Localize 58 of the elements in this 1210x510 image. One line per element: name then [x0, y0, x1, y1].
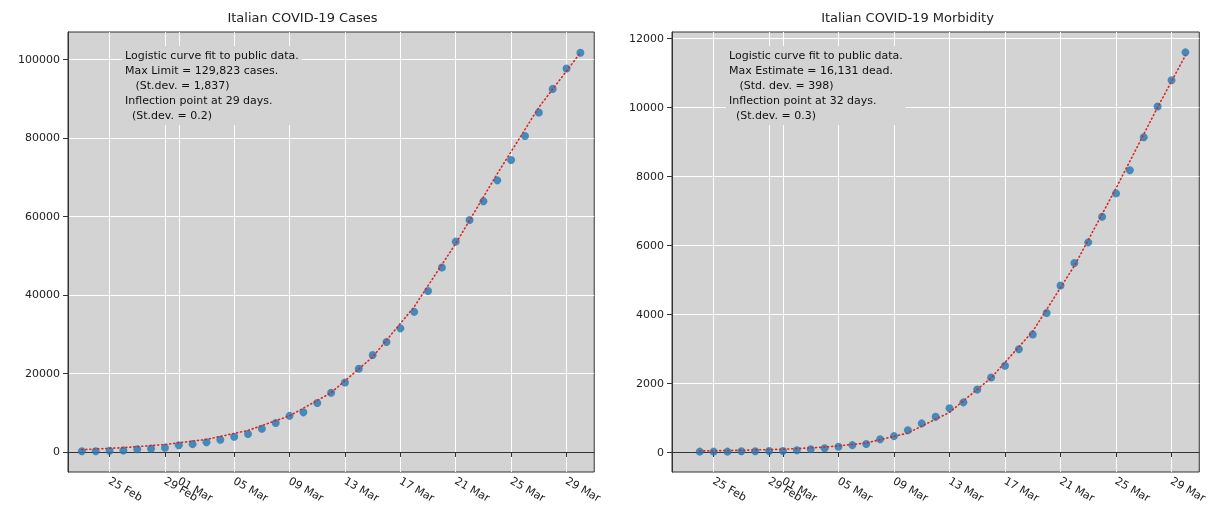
point [1001, 361, 1010, 370]
annotation: Max Limit = 129,823 cases. [125, 64, 279, 77]
y-tick-label: 80000 [25, 131, 60, 145]
y-tick-label: 10000 [629, 100, 664, 114]
y-tick-label: 20000 [25, 366, 60, 380]
point [77, 447, 86, 456]
y-tick-label: 4000 [636, 307, 664, 321]
y-tick-label: 6000 [636, 238, 664, 252]
x-tick-label: 25 Mar [507, 474, 548, 505]
point [257, 424, 266, 433]
x-tick-label: 29 Mar [563, 474, 604, 505]
point [299, 408, 308, 417]
point [160, 443, 169, 452]
point [765, 446, 774, 455]
point [230, 432, 239, 441]
y-tick-label: 60000 [25, 209, 60, 223]
annotation: Logistic curve fit to public data. [125, 49, 299, 62]
y-tick-label: 2000 [636, 376, 664, 390]
x-tick-label: 09 Mar [286, 474, 327, 505]
point [520, 132, 529, 141]
x-tick-label: 13 Mar [946, 474, 987, 505]
annotation: (Std. dev. = 398) [729, 79, 834, 92]
point [1181, 48, 1190, 57]
annotation: Max Estimate = 16,131 dead. [729, 64, 893, 77]
point [1125, 166, 1134, 175]
point [188, 440, 197, 449]
x-tick-label: 21 Mar [1057, 474, 1098, 505]
x-tick-label: 17 Mar [1001, 474, 1042, 505]
point [507, 155, 516, 164]
x-tick-label: 17 Mar [397, 474, 438, 505]
x-tick-label: 21 Mar [452, 474, 493, 505]
chart-title: Italian COVID-19 Cases [227, 10, 378, 25]
x-tick-label: 29 Mar [1168, 474, 1209, 505]
point [244, 429, 253, 438]
x-tick-label: 13 Mar [341, 474, 382, 505]
annotation: (St.dev. = 0.3) [729, 109, 816, 122]
annotation: Inflection point at 32 days. [729, 94, 877, 107]
y-tick-label: 8000 [636, 169, 664, 183]
y-tick-label: 0 [657, 445, 664, 459]
x-tick-label: 25 Feb [106, 474, 145, 505]
chart-title: Italian COVID-19 Morbidity [821, 10, 995, 25]
x-tick-label: 09 Mar [890, 474, 931, 505]
annotation: (St.dev. = 0.2) [125, 109, 212, 122]
x-tick-label: 25 Feb [710, 474, 749, 505]
x-tick-label: 05 Mar [835, 474, 876, 505]
y-tick-label: 0 [53, 445, 60, 459]
y-tick-label: 100000 [18, 52, 60, 66]
annotation: Inflection point at 29 days. [125, 94, 273, 107]
x-tick-label: 05 Mar [230, 474, 271, 505]
point [202, 438, 211, 447]
y-tick-label: 40000 [25, 288, 60, 302]
point [576, 48, 585, 57]
annotation: (St.dev. = 1,837) [125, 79, 230, 92]
annotation: Logistic curve fit to public data. [729, 49, 903, 62]
point [792, 446, 801, 455]
y-tick-label: 12000 [629, 31, 664, 45]
x-tick-label: 25 Mar [1112, 474, 1153, 505]
point [147, 444, 156, 453]
